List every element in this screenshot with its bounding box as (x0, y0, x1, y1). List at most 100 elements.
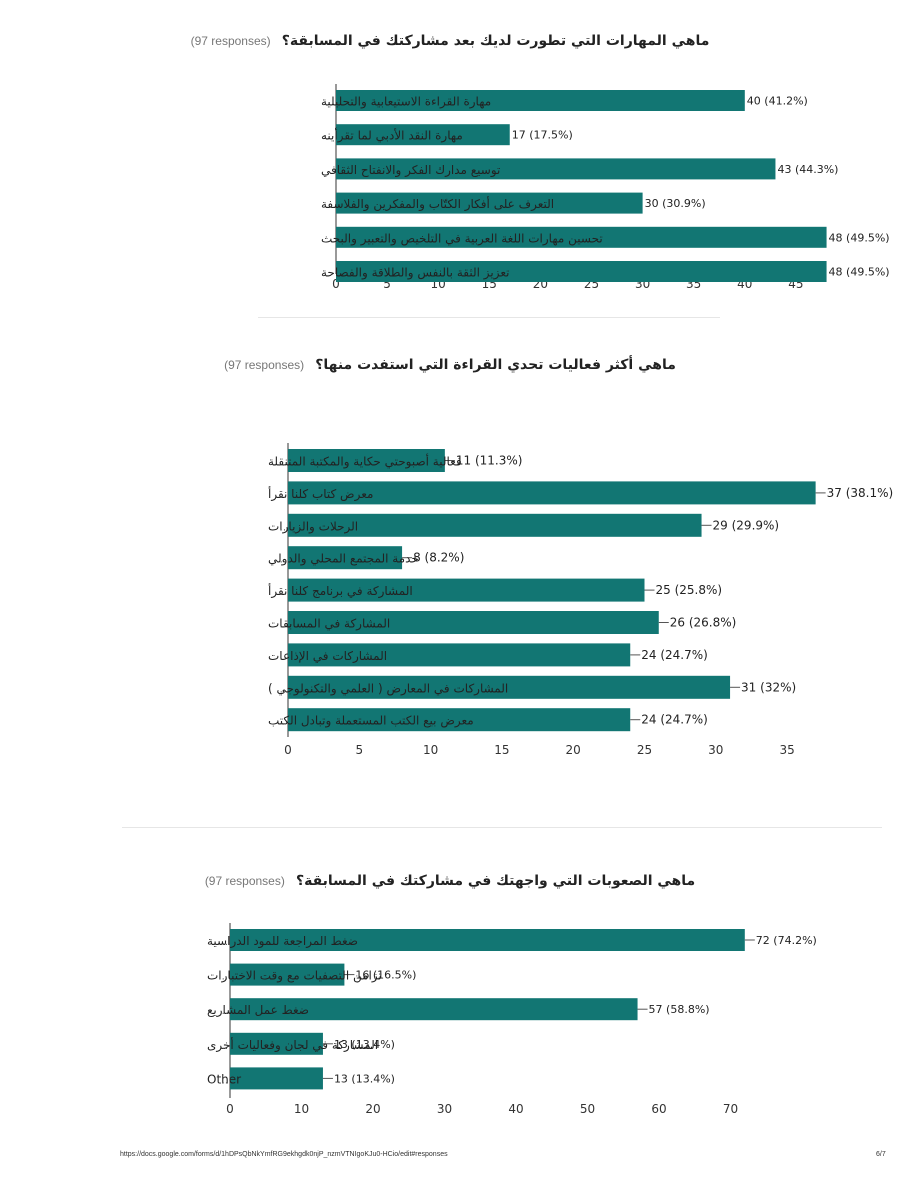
activities-bar (288, 643, 631, 667)
skills-bar (336, 90, 745, 111)
activities-x-tick-label: 30 (708, 743, 723, 757)
chart-activities-title: (97 responses) ماهي أكثر فعاليات تحدي ال… (0, 354, 900, 373)
difficulties-ellipsis-mark: .. (222, 1006, 228, 1017)
activities-bar (288, 675, 731, 699)
activities-data-label: 11 (11.3%) (456, 454, 523, 468)
skills-x-tick-label: 5 (383, 277, 391, 291)
skills-bar (336, 226, 827, 248)
activities-bar (288, 481, 816, 505)
separator-1 (258, 317, 720, 318)
activities-data-label: 24 (24.7%) (641, 648, 708, 662)
skills-bar (336, 192, 643, 214)
activities-ellipsis-mark: .. (280, 490, 286, 501)
difficulties-category-label: المشاركة في لجان وفعاليات أخرى (207, 1037, 378, 1053)
skills-data-label: 30 (30.9%) (645, 197, 706, 210)
chart-skills-responses: (97 responses) (190, 34, 271, 48)
difficulties-bar (230, 929, 745, 951)
activities-data-label: 24 (24.7%) (641, 713, 708, 727)
activities-bar (288, 611, 659, 634)
difficulties-data-label: 13 (13.4%) (334, 1038, 395, 1051)
difficulties-category-label: ضغط عمل المشاريع (207, 1003, 309, 1018)
skills-category-label: مهارة النقد الأدبي لما تقرأينه (321, 128, 463, 144)
chart-difficulties-question: ماهي الصعوبات التي واجهتك في مشاركتك في … (295, 873, 696, 889)
skills-bar (336, 158, 776, 180)
activities-ellipsis-mark: .. (280, 717, 286, 728)
activities-ellipsis-mark: .. (280, 652, 286, 663)
skills-category-label: تعزيز الثقة بالنفس والطلاقة والفصاحة (321, 266, 509, 281)
activities-category-label: معرض كتاب كلنا نقرأ (268, 486, 373, 502)
chart-difficulties-responses: (97 responses) (204, 874, 285, 888)
activities-category-label: الرحلات والزيارات (268, 519, 358, 534)
skills-category-label: التعرف على أفكار الكتّاب والمفكرين والفل… (321, 196, 554, 212)
skills-bar (336, 261, 827, 282)
activities-data-label: 37 (38.1%) (827, 486, 894, 500)
separator-2 (122, 827, 882, 828)
activities-bar (288, 513, 702, 537)
activities-category-label: خدمة المجتمع المحلي والدولي (268, 552, 419, 567)
activities-x-tick-label: 35 (779, 743, 794, 757)
difficulties-data-label: 13 (13.4%) (334, 1072, 395, 1085)
activities-x-tick-label: 25 (637, 743, 652, 757)
chart-difficulties-title: (97 responses) ماهي الصعوبات التي واجهتك… (0, 870, 900, 889)
footer-page-number: 6/7 (876, 1151, 886, 1158)
activities-x-tick-label: 20 (566, 743, 581, 757)
skills-category-label: تحسين مهارات اللغة العربية في التلخيص وا… (321, 231, 603, 246)
difficulties-data-label: 57 (58.8%) (649, 1003, 710, 1016)
activities-bar (288, 578, 645, 602)
skills-data-label: 17 (17.5%) (512, 129, 573, 142)
activities-ellipsis-mark: .. (280, 458, 286, 469)
activities-data-label: 26 (26.8%) (670, 616, 737, 630)
difficulties-data-label: 72 (74.2%) (756, 934, 817, 947)
difficulties-data-label: 16 (16.5%) (355, 969, 416, 982)
difficulties-x-tick-label: 60 (651, 1102, 666, 1116)
activities-category-label: المشاركات في المعارض ( العلمي والتكنولوج… (268, 681, 508, 696)
difficulties-category-label: تزامن التصفيات مع وقت الاختبارات (207, 969, 382, 984)
activities-x-tick-label: 0 (284, 743, 292, 757)
difficulties-bar (230, 963, 345, 986)
chart-activities-responses: (97 responses) (224, 358, 305, 372)
difficulties-ellipsis-mark: .. (222, 972, 228, 983)
activities-data-label: 29 (29.9%) (713, 518, 780, 532)
activities-category-label: المشاركة في برنامج كلنا نقرأ (268, 583, 413, 599)
difficulties-bar (230, 998, 638, 1021)
chart-activities-question: ماهي أكثر فعاليات تحدي القراءة التي استف… (315, 357, 676, 373)
difficulties-ellipsis-mark: .. (222, 1041, 228, 1052)
skills-bar (336, 124, 510, 146)
difficulties-category-label: ضغط المراجعة للمود الدراسية (207, 934, 358, 949)
activities-ellipsis-mark: .. (280, 522, 286, 533)
skills-category-label: مهارة القراءة الاستيعابية والتحليلية (321, 95, 491, 110)
activities-category-label: معرض بيع الكتب المستعملة وتبادل الكتب (268, 714, 474, 729)
difficulties-x-tick-label: 30 (437, 1102, 452, 1116)
difficulties-category-label: Other (207, 1072, 241, 1086)
activities-x-tick-label: 5 (355, 743, 363, 757)
difficulties-x-tick-label: 70 (723, 1102, 738, 1116)
chart-skills-question: ماهي المهارات التي تطورت لديك بعد مشاركت… (281, 33, 710, 49)
difficulties-x-tick-label: 50 (580, 1102, 595, 1116)
activities-data-label: 31 (32%) (741, 680, 796, 694)
skills-category-label: توسيع مدارك الفكر والانفتاح الثقافي (321, 163, 500, 178)
activities-x-tick-label: 10 (423, 743, 438, 757)
difficulties-x-tick-label: 0 (226, 1102, 234, 1116)
difficulties-x-tick-label: 20 (365, 1102, 380, 1116)
difficulties-ellipsis-mark: .. (222, 1075, 228, 1086)
activities-ellipsis-mark: .. (280, 684, 286, 695)
difficulties-bar (230, 1032, 323, 1055)
activities-data-label: 8 (8.2%) (413, 551, 464, 565)
activities-ellipsis-mark: .. (280, 620, 286, 631)
activities-category-label: فعالية أصبوحتي حكاية والمكتبة المتنقلة (268, 454, 462, 470)
activities-category-label: المشاركة في المسابقات (268, 617, 390, 632)
activities-bar (288, 708, 631, 732)
footer-url: https://docs.google.com/forms/d/1hDPsQbN… (120, 1151, 448, 1158)
skills-data-label: 48 (49.5%) (829, 231, 890, 244)
skills-data-label: 43 (44.3%) (777, 163, 838, 176)
activities-bar (288, 546, 403, 570)
chart-skills-title: (97 responses) ماهي المهارات التي تطورت … (0, 30, 900, 49)
difficulties-bar (230, 1067, 323, 1090)
difficulties-x-tick-label: 10 (294, 1102, 309, 1116)
skills-data-label: 40 (41.2%) (747, 95, 808, 108)
difficulties-x-tick-label: 40 (508, 1102, 523, 1116)
activities-x-tick-label: 15 (494, 743, 509, 757)
skills-data-label: 48 (49.5%) (829, 266, 890, 279)
activities-category-label: المشاركات في الإذاعات (268, 649, 387, 664)
